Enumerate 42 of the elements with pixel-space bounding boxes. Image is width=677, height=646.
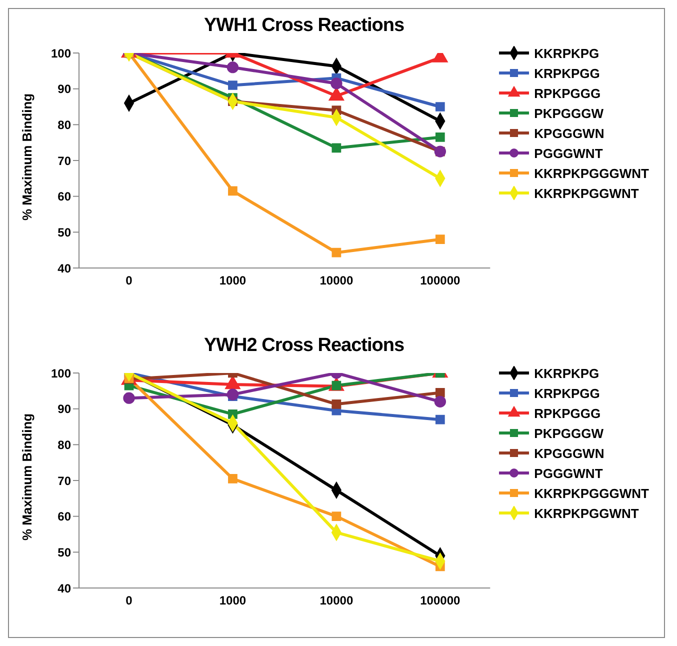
y-tick-label: 90 [58, 82, 72, 96]
legend-label: KRPKPGG [534, 386, 600, 400]
y-tick-label: 100 [50, 46, 72, 60]
y-tick-label: 50 [58, 225, 72, 240]
legend-label: RPKPGGG [534, 86, 601, 100]
legend-label: PGGGWNT [534, 466, 603, 480]
x-tick-label: 1000 [219, 274, 246, 288]
chart-title: YWH1 Cross Reactions [202, 15, 406, 37]
y-tick-label: 70 [58, 474, 72, 488]
y-tick-label: 100 [50, 366, 72, 380]
x-tick-label: 100000 [420, 594, 460, 608]
legend-label: KKRPKPGGGWNT [534, 166, 649, 180]
legend-label: PGGGWNT [534, 146, 603, 160]
x-tick-label: 0 [126, 274, 133, 288]
legend-label: PKPGGGW [534, 426, 604, 440]
legend-label: PKPGGGW [534, 106, 604, 120]
y-tick-label: 60 [58, 190, 72, 204]
legend-label: KKRPKPG [534, 366, 600, 380]
y-tick-label: 70 [58, 154, 72, 168]
y-axis-title: % Maximum Binding [20, 93, 35, 220]
legend-label: KKRPKPGGWNT [534, 506, 639, 520]
x-tick-label: 0 [126, 594, 133, 608]
chart-title: YWH2 Cross Reactions [202, 335, 406, 357]
y-tick-label: 60 [58, 510, 72, 524]
legend-label: KPGGGWN [534, 446, 604, 460]
x-tick-label: 10000 [320, 274, 354, 288]
y-tick-label: 50 [58, 545, 72, 560]
legend-label: RPKPGGG [534, 406, 601, 420]
y-tick-label: 80 [58, 118, 72, 132]
y-tick-label: 80 [58, 438, 72, 452]
legend-label: KRPKPGG [534, 66, 600, 80]
y-tick-label: 40 [58, 261, 72, 276]
legend-label: KKRPKPG [534, 46, 600, 60]
legend-label: KKRPKPGGWNT [534, 186, 639, 200]
legend-label: KPGGGWN [534, 126, 604, 140]
x-tick-label: 100000 [420, 274, 460, 288]
x-tick-label: 10000 [320, 594, 354, 608]
legend-label: KKRPKPGGGWNT [534, 486, 649, 500]
y-axis-title: % Maximum Binding [20, 413, 35, 540]
y-tick-label: 40 [58, 581, 72, 596]
y-tick-label: 90 [58, 402, 72, 416]
x-tick-label: 1000 [219, 594, 246, 608]
